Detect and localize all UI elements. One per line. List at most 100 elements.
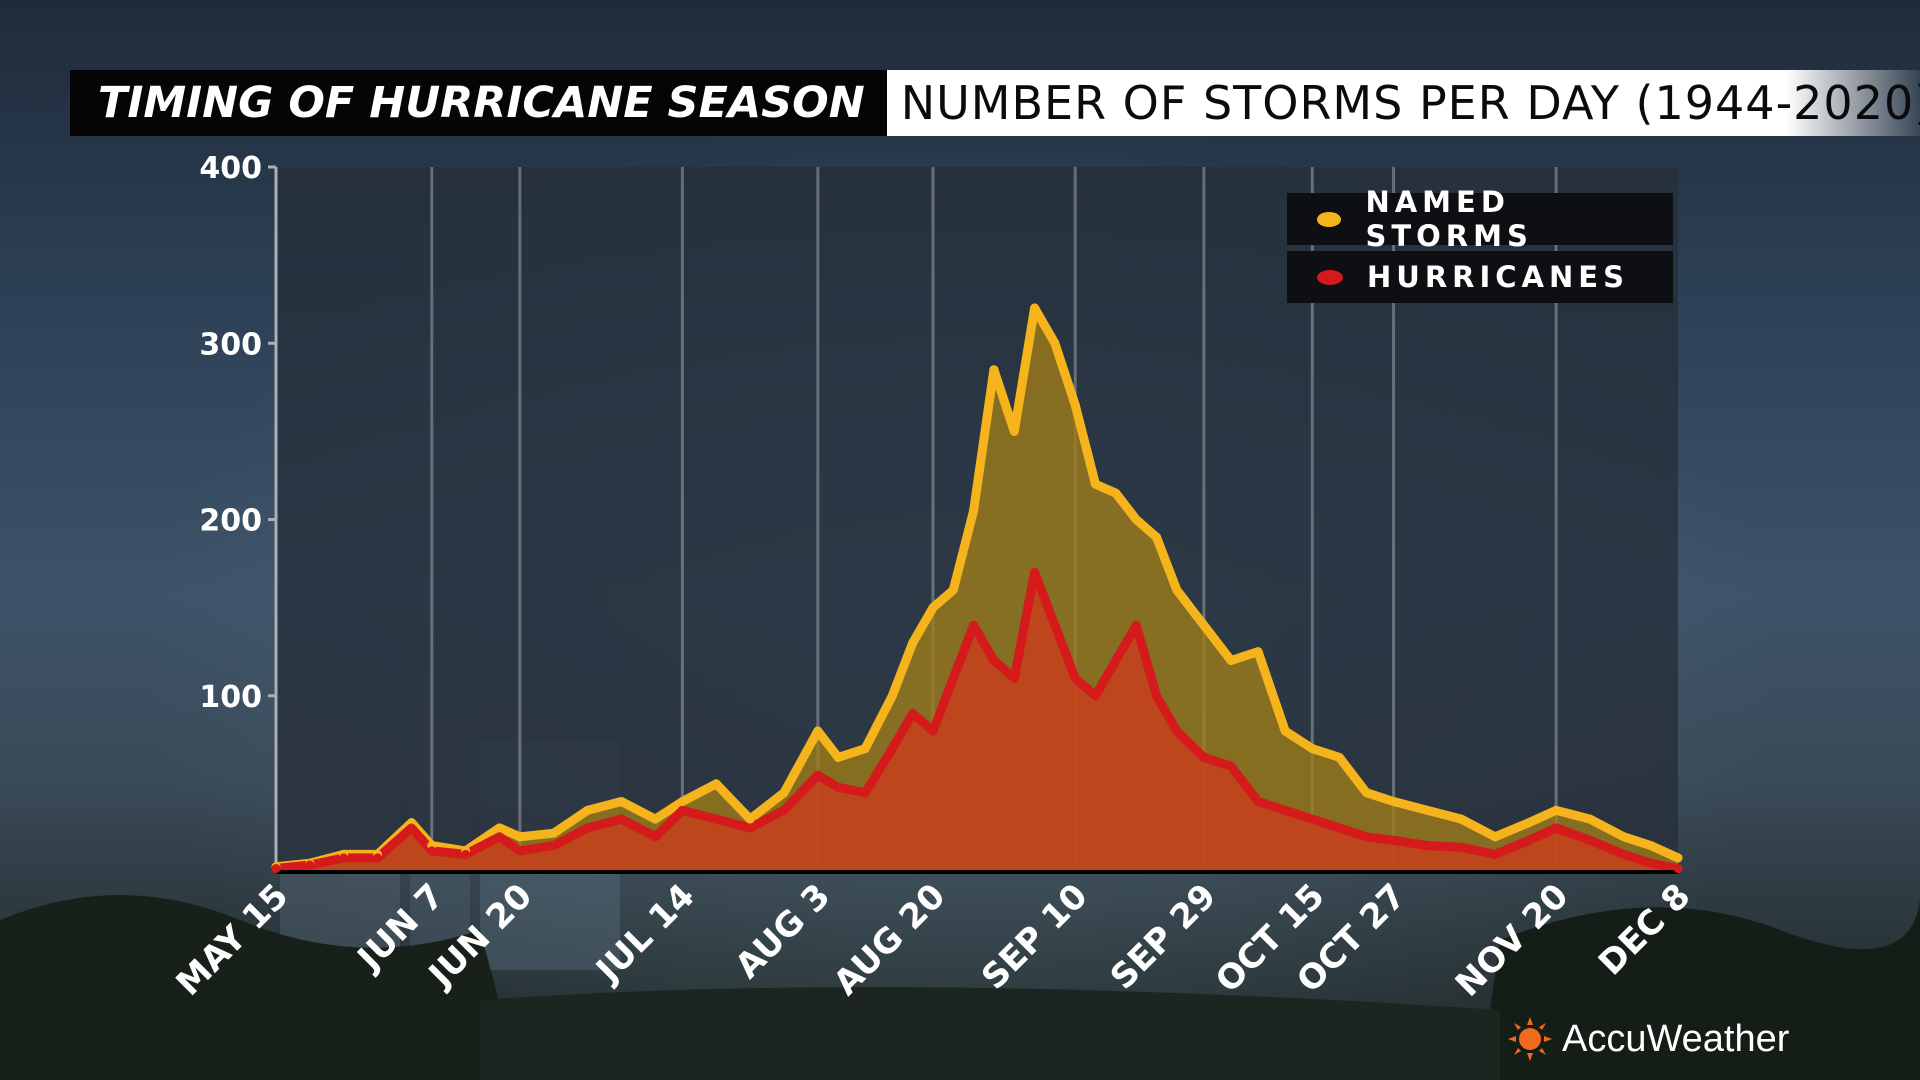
named-storms-point	[1151, 532, 1161, 542]
named-storms-point	[1646, 841, 1656, 851]
x-tick-label: SEP 29	[1103, 876, 1224, 997]
named-storms-point	[969, 506, 979, 516]
hurricanes-point	[583, 823, 593, 833]
named-storms-point	[711, 779, 721, 789]
hurricanes-point	[1226, 761, 1236, 771]
hurricanes-point	[1585, 835, 1595, 845]
hurricanes-point	[1619, 849, 1629, 859]
y-axis-ticks: 100 200 300 400	[199, 151, 276, 715]
chart-legend: NAMED STORMS HURRICANES	[1287, 185, 1673, 309]
hurricanes-point	[1456, 842, 1466, 852]
named-storms-point	[908, 638, 918, 648]
hurricanes-point	[1334, 823, 1344, 833]
hurricanes-point	[305, 860, 315, 870]
hurricanes-point	[650, 832, 660, 842]
hurricanes-point	[1030, 567, 1040, 577]
hurricanes-point	[1070, 673, 1080, 683]
hurricanes-point	[1361, 832, 1371, 842]
hurricanes-point	[1009, 673, 1019, 683]
hurricanes-point	[1307, 814, 1317, 824]
named-storms-point	[1456, 814, 1466, 824]
hurricanes-point	[833, 782, 843, 792]
hurricanes-swatch-icon	[1317, 269, 1343, 285]
hurricanes-point	[1131, 620, 1141, 630]
named-storms-point	[583, 805, 593, 815]
y-tick-label: 200	[199, 504, 262, 539]
named-storms-point	[1422, 805, 1432, 815]
named-storms-point	[1050, 338, 1060, 348]
named-storms-point	[1551, 805, 1561, 815]
named-storms-point	[1111, 488, 1121, 498]
hurricanes-point	[1280, 805, 1290, 815]
legend-item-named-storms: NAMED STORMS	[1287, 185, 1673, 253]
named-storms-point	[1199, 620, 1209, 630]
hurricanes-point	[1050, 620, 1060, 630]
named-storms-point	[1361, 788, 1371, 798]
named-storms-point	[1389, 797, 1399, 806]
hurricanes-point	[373, 853, 383, 863]
title-bar: TIMING OF HURRICANE SEASON NUMBER OF STO…	[70, 70, 1920, 136]
hurricanes-line	[271, 567, 1683, 873]
named-storms-swatch-icon	[1317, 211, 1342, 227]
hurricanes-point	[1490, 849, 1500, 859]
hurricanes-point	[1111, 656, 1121, 665]
x-tick-label: AUG 20	[826, 876, 953, 1003]
named-storms-line	[271, 303, 1683, 872]
named-storms-point	[1131, 515, 1141, 524]
named-storms-point	[1009, 426, 1019, 436]
named-storms-point	[1070, 400, 1080, 410]
hurricanes-point	[616, 814, 626, 824]
named-storms-point	[549, 828, 559, 838]
hurricanes-point	[1422, 841, 1432, 851]
named-storms-point	[887, 691, 897, 701]
legend-item-hurricanes: HURRICANES	[1287, 251, 1673, 303]
hurricanes-point	[1524, 835, 1534, 845]
hurricanes-point	[887, 744, 897, 754]
hurricanes-point	[515, 846, 525, 856]
hurricanes-point	[406, 823, 416, 833]
sun-icon	[1508, 1017, 1552, 1061]
named-storms-point	[677, 797, 687, 806]
named-storms-point	[1490, 832, 1500, 842]
hurricanes-point	[427, 846, 437, 856]
named-storms-point	[495, 823, 505, 833]
named-storms-point	[745, 814, 755, 824]
hurricanes-point	[1199, 752, 1209, 762]
named-storms-point	[515, 832, 525, 842]
named-storms-point	[1253, 647, 1263, 657]
named-storms-point	[989, 365, 999, 375]
x-tick-label: AUG 3	[728, 876, 839, 987]
legend-label-hurricanes: HURRICANES	[1367, 260, 1629, 294]
hurricanes-point	[908, 708, 918, 718]
hurricanes-point	[711, 814, 721, 824]
hurricanes-point	[339, 853, 349, 863]
named-storms-point	[1619, 832, 1629, 842]
named-storms-point	[1280, 726, 1290, 736]
hurricanes-point	[1151, 691, 1161, 701]
named-storms-point	[948, 585, 958, 595]
hurricanes-area	[276, 572, 1678, 872]
named-storms-area	[276, 308, 1678, 872]
hurricanes-point	[1172, 726, 1182, 736]
hurricanes-point	[1551, 823, 1561, 833]
named-storms-point	[1226, 656, 1236, 665]
hurricanes-point	[1646, 858, 1656, 868]
hurricanes-point	[948, 673, 958, 683]
hurricanes-point	[1091, 691, 1101, 701]
named-storms-point	[1585, 814, 1595, 824]
hurricanes-point	[1673, 863, 1683, 873]
named-storms-point	[1524, 818, 1534, 828]
title-season: TIMING OF HURRICANE SEASON	[70, 70, 887, 136]
hurricanes-point	[495, 832, 505, 842]
named-storms-point	[1091, 479, 1101, 489]
data-points	[271, 303, 1683, 873]
hurricanes-point	[271, 863, 281, 873]
named-storms-point	[833, 752, 843, 762]
hurricanes-point	[813, 770, 823, 780]
x-tick-label: MAY 15	[169, 876, 297, 1004]
y-tick-label: 400	[199, 151, 262, 186]
named-storms-point	[928, 603, 938, 613]
named-storms-point	[1334, 752, 1344, 762]
hurricanes-point	[969, 620, 979, 630]
x-tick-label: JUL 14	[587, 876, 702, 991]
